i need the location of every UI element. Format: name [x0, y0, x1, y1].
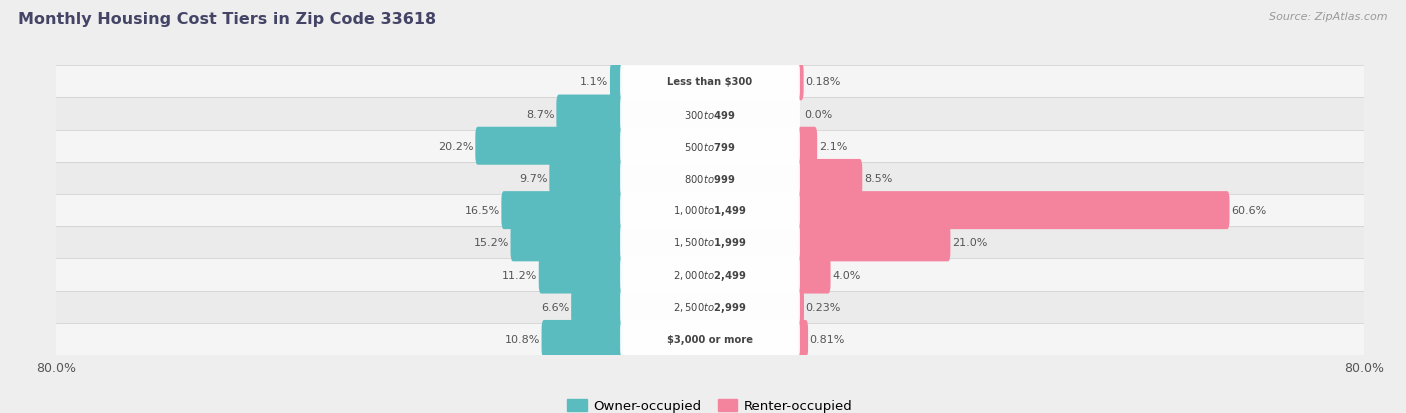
Text: 0.18%: 0.18%	[806, 77, 841, 87]
Bar	[56, 98, 1364, 131]
Text: Less than $300: Less than $300	[668, 77, 752, 87]
Text: 21.0%: 21.0%	[952, 238, 987, 248]
Text: 4.0%: 4.0%	[832, 270, 860, 280]
FancyBboxPatch shape	[797, 256, 831, 294]
FancyBboxPatch shape	[797, 128, 817, 165]
FancyBboxPatch shape	[620, 95, 800, 133]
FancyBboxPatch shape	[620, 224, 800, 262]
Text: 8.5%: 8.5%	[863, 173, 893, 183]
Text: Source: ZipAtlas.com: Source: ZipAtlas.com	[1270, 12, 1388, 22]
FancyBboxPatch shape	[610, 63, 623, 101]
Text: $2,000 to $2,499: $2,000 to $2,499	[673, 268, 747, 282]
Text: $1,000 to $1,499: $1,000 to $1,499	[673, 204, 747, 218]
Bar	[56, 131, 1364, 162]
FancyBboxPatch shape	[797, 192, 1229, 230]
Text: 0.23%: 0.23%	[806, 302, 841, 312]
FancyBboxPatch shape	[620, 288, 800, 326]
FancyBboxPatch shape	[620, 192, 800, 230]
FancyBboxPatch shape	[538, 256, 623, 294]
FancyBboxPatch shape	[571, 288, 623, 326]
Text: $800 to $999: $800 to $999	[685, 173, 735, 185]
Text: $3,000 or more: $3,000 or more	[666, 334, 754, 344]
FancyBboxPatch shape	[550, 159, 623, 197]
Text: 10.8%: 10.8%	[505, 334, 540, 344]
FancyBboxPatch shape	[620, 159, 800, 197]
Text: 0.81%: 0.81%	[810, 334, 845, 344]
FancyBboxPatch shape	[797, 288, 804, 326]
Text: 15.2%: 15.2%	[474, 238, 509, 248]
FancyBboxPatch shape	[797, 224, 950, 262]
FancyBboxPatch shape	[541, 320, 623, 358]
FancyBboxPatch shape	[620, 256, 800, 294]
Text: 2.1%: 2.1%	[818, 141, 848, 152]
FancyBboxPatch shape	[502, 192, 623, 230]
Text: $300 to $499: $300 to $499	[685, 108, 735, 120]
Bar	[56, 66, 1364, 98]
Text: 0.0%: 0.0%	[804, 109, 832, 119]
Text: $2,500 to $2,999: $2,500 to $2,999	[673, 300, 747, 314]
FancyBboxPatch shape	[557, 95, 623, 133]
Bar	[56, 259, 1364, 291]
FancyBboxPatch shape	[510, 224, 623, 262]
Bar	[56, 162, 1364, 195]
Text: 8.7%: 8.7%	[526, 109, 555, 119]
Bar	[56, 195, 1364, 227]
Text: 60.6%: 60.6%	[1232, 206, 1267, 216]
Bar	[56, 291, 1364, 323]
FancyBboxPatch shape	[475, 128, 623, 165]
Legend: Owner-occupied, Renter-occupied: Owner-occupied, Renter-occupied	[567, 399, 853, 412]
FancyBboxPatch shape	[797, 159, 862, 197]
Text: Monthly Housing Cost Tiers in Zip Code 33618: Monthly Housing Cost Tiers in Zip Code 3…	[18, 12, 436, 27]
FancyBboxPatch shape	[620, 320, 800, 358]
FancyBboxPatch shape	[797, 320, 808, 358]
Text: 6.6%: 6.6%	[541, 302, 569, 312]
FancyBboxPatch shape	[620, 128, 800, 165]
Text: 16.5%: 16.5%	[464, 206, 499, 216]
FancyBboxPatch shape	[620, 63, 800, 101]
Text: $1,500 to $1,999: $1,500 to $1,999	[673, 236, 747, 250]
FancyBboxPatch shape	[797, 63, 804, 101]
Text: 20.2%: 20.2%	[439, 141, 474, 152]
Text: 1.1%: 1.1%	[581, 77, 609, 87]
Bar	[56, 323, 1364, 355]
Bar	[56, 227, 1364, 259]
Text: 11.2%: 11.2%	[502, 270, 537, 280]
Text: $500 to $799: $500 to $799	[685, 140, 735, 152]
Text: 9.7%: 9.7%	[519, 173, 548, 183]
